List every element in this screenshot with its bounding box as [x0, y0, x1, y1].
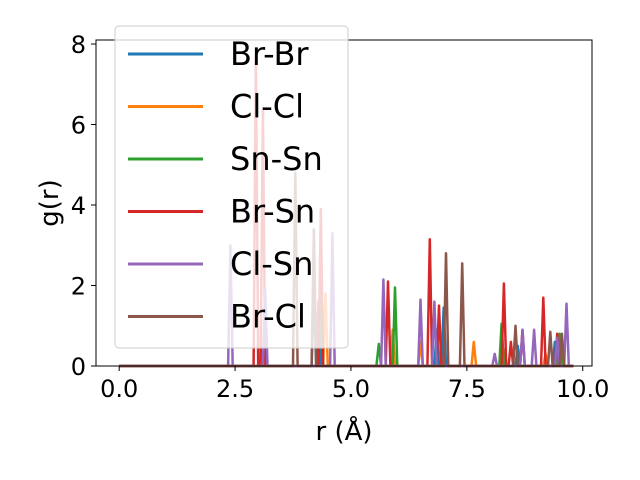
legend-label: Sn-Sn [230, 140, 323, 178]
legend: Br-Br Cl-Cl Sn-Sn Br-Sn Cl-Sn Br-Cl [114, 25, 349, 349]
legend-label: Br-Sn [230, 193, 315, 231]
x-tick-label: 0.0 [100, 375, 138, 403]
y-tick-label: 6 [71, 112, 86, 140]
x-tick-label: 7.5 [448, 375, 486, 403]
y-tick-label: 8 [71, 31, 86, 59]
x-ticks: 0.0 2.5 5.0 7.5 10.0 [100, 366, 609, 403]
x-tick-label: 5.0 [332, 375, 370, 403]
x-tick-label: 2.5 [216, 375, 254, 403]
legend-label: Cl-Cl [230, 88, 304, 126]
y-ticks: 0 2 4 6 8 [71, 31, 96, 381]
y-axis-label: g(r) [35, 179, 65, 226]
legend-label: Cl-Sn [230, 245, 313, 283]
x-tick-label: 10.0 [556, 375, 609, 403]
y-tick-label: 4 [71, 192, 86, 220]
legend-label: Br-Cl [230, 298, 306, 336]
legend-items: Br-Br Cl-Cl Sn-Sn Br-Sn Cl-Sn Br-Cl [128, 35, 323, 336]
x-axis-label: r (Å) [315, 415, 372, 447]
y-tick-label: 2 [71, 273, 86, 301]
legend-label: Br-Br [230, 35, 309, 73]
y-tick-label: 0 [71, 353, 86, 381]
